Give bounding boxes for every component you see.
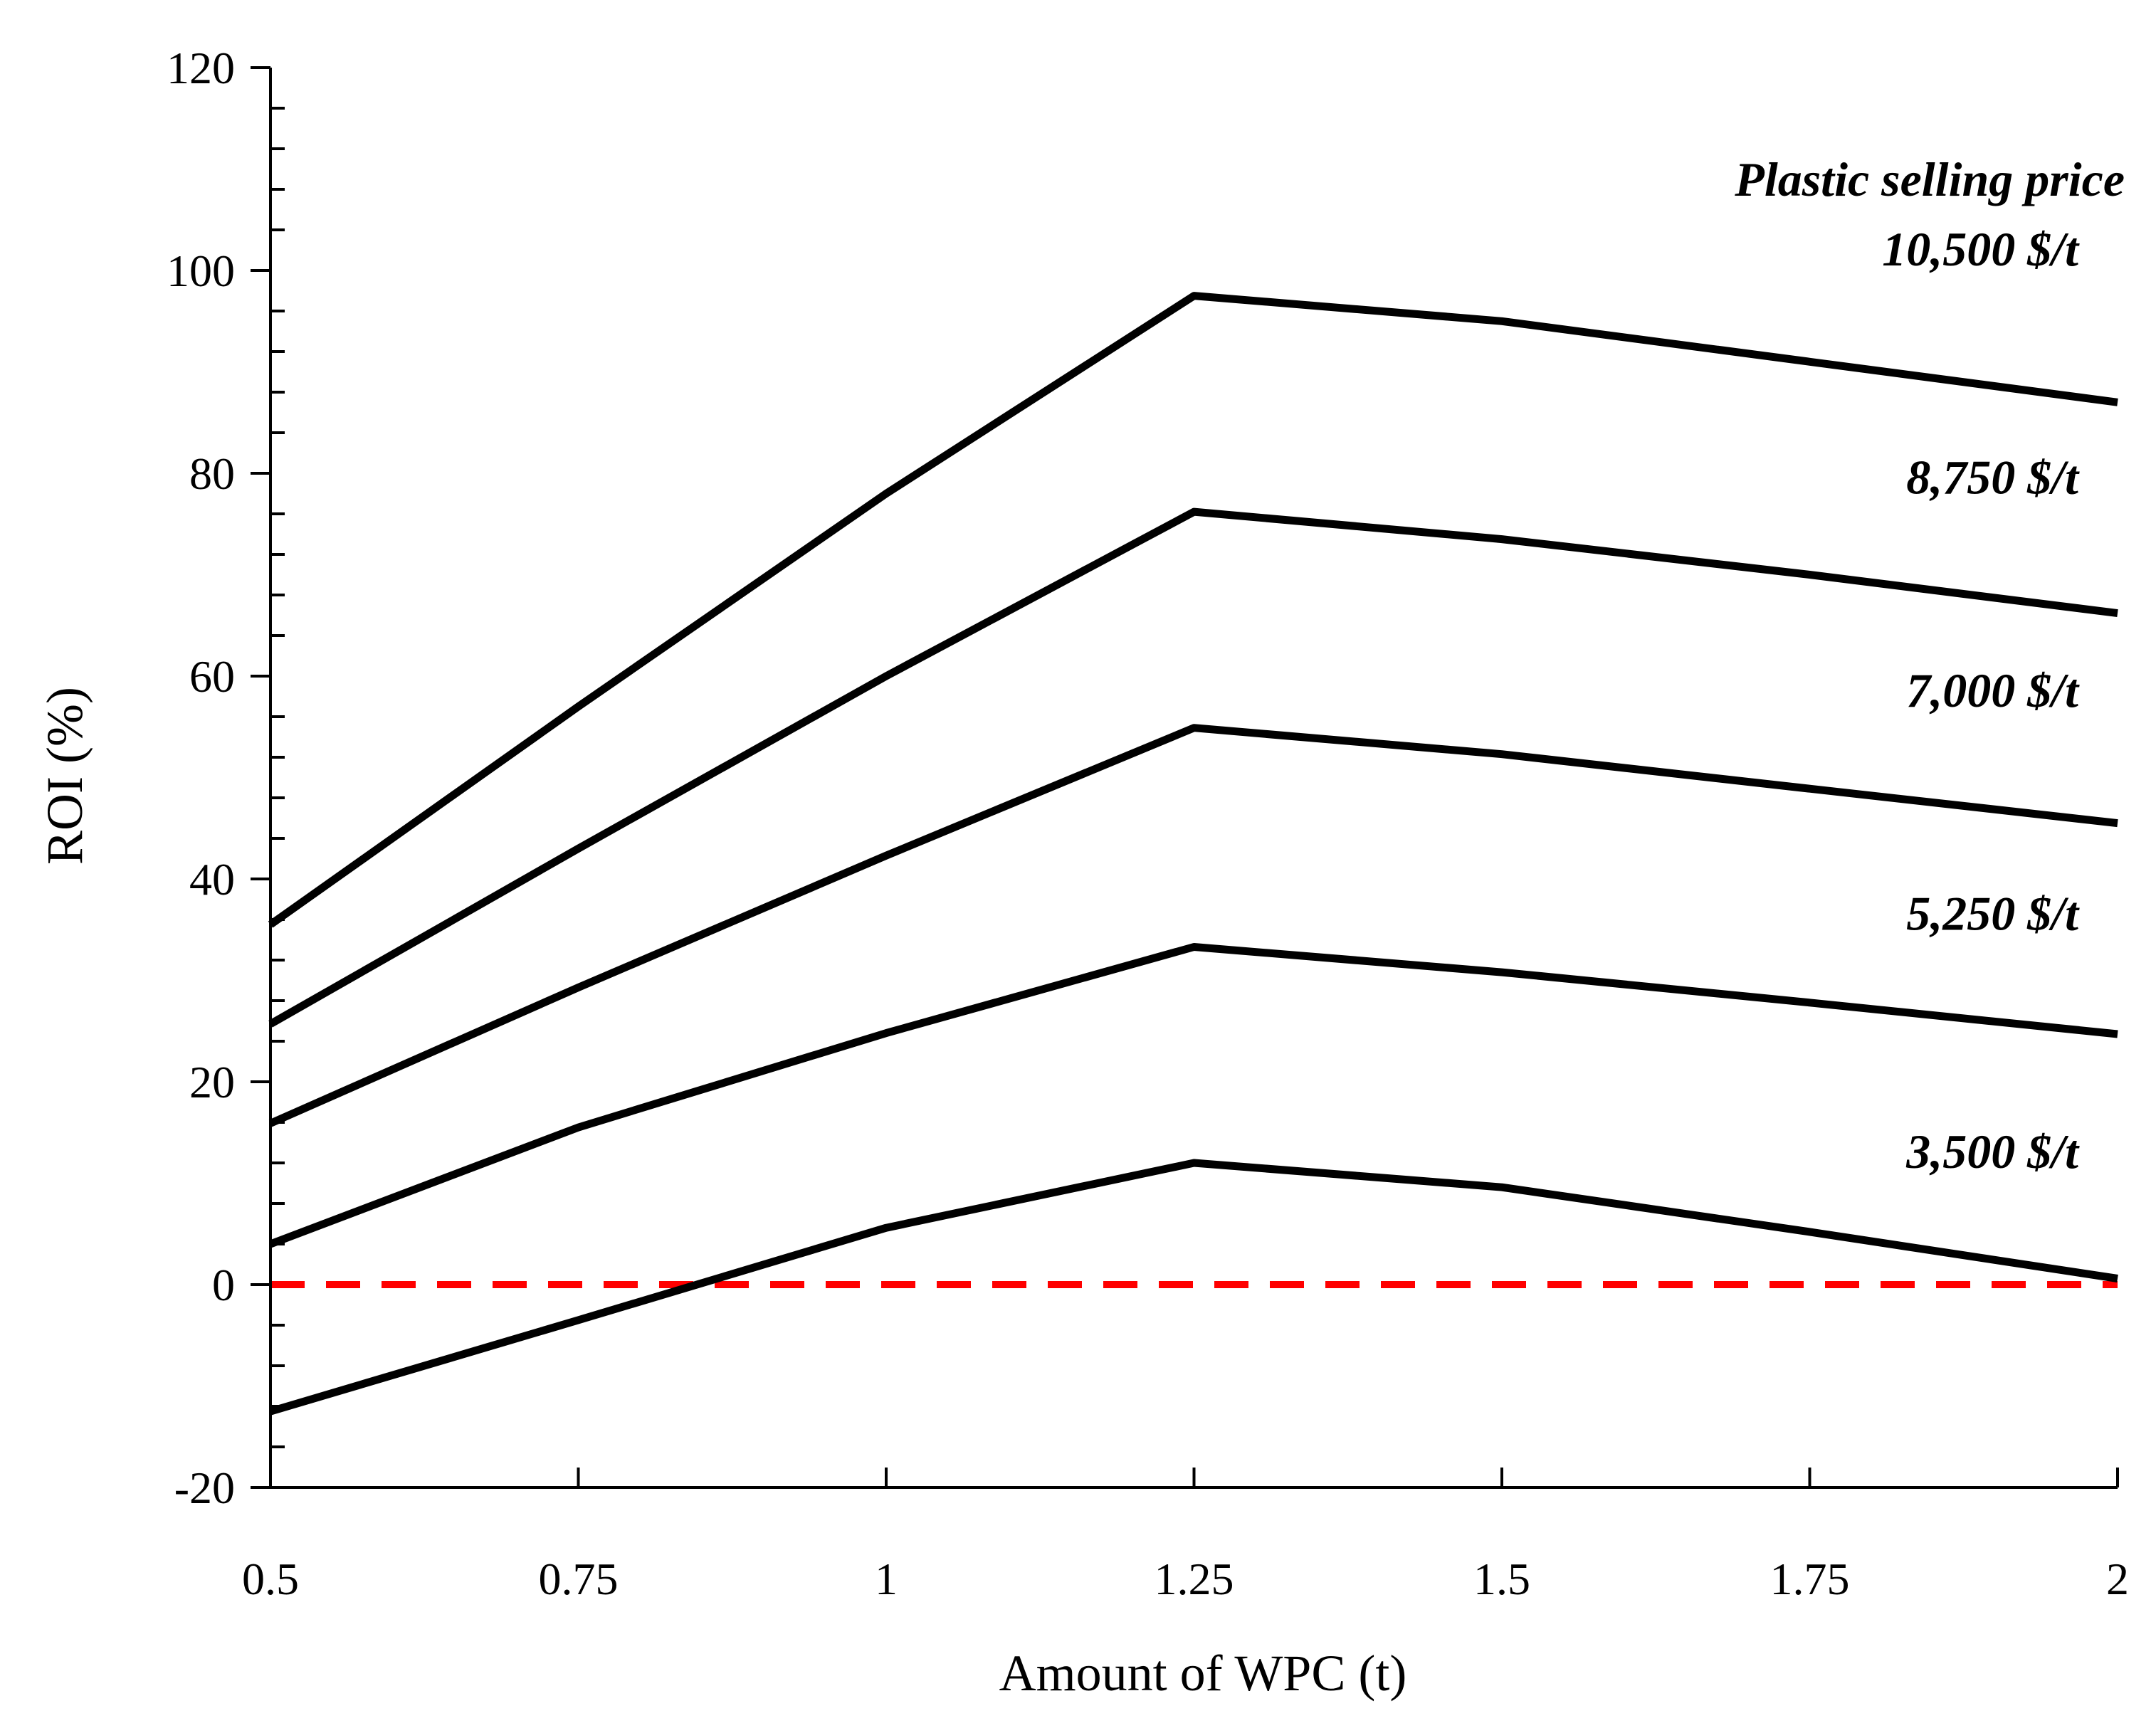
- axes: [251, 66, 2119, 1489]
- series-line-0: [268, 292, 2118, 928]
- labels-layer: Amount of WPC (t) ROI (%) Plastic sellin…: [36, 43, 2129, 1702]
- series-line-1: [268, 507, 2118, 1028]
- y-axis-title: ROI (%): [36, 687, 93, 865]
- y-tick-label: 0: [212, 1260, 235, 1310]
- y-tick-label: 20: [189, 1057, 235, 1107]
- series-label-1: 8,750 $/t: [1906, 451, 2080, 505]
- y-tick-label: 40: [189, 854, 235, 905]
- legend-title: Plastic selling price: [1734, 152, 2125, 206]
- series-layer: [268, 292, 2118, 1416]
- x-axis-title: Amount of WPC (t): [999, 1645, 1407, 1702]
- x-tick-label: 0.5: [242, 1554, 299, 1604]
- y-tick-label: 60: [189, 651, 235, 702]
- series-label-3: 5,250 $/t: [1906, 886, 2080, 940]
- x-tick-label: 0.75: [539, 1554, 619, 1604]
- series-line-2: [268, 724, 2118, 1127]
- y-tick-label: 120: [167, 43, 235, 93]
- x-tick-label: 1.25: [1155, 1554, 1234, 1604]
- x-tick-label: 1.5: [1473, 1554, 1530, 1604]
- series-line-4: [269, 1159, 2118, 1416]
- series-label-0: 10,500 $/t: [1882, 222, 2080, 276]
- series-label-2: 7,000 $/t: [1906, 663, 2080, 717]
- series-label-4: 3,500 $/t: [1905, 1124, 2080, 1179]
- series-line-3: [269, 943, 2118, 1248]
- y-tick-label: 80: [189, 448, 235, 499]
- x-tick-label: 2: [2106, 1554, 2129, 1604]
- y-tick-label: 100: [167, 246, 235, 296]
- x-tick-label: 1.75: [1770, 1554, 1850, 1604]
- y-tick-label: -20: [174, 1463, 235, 1513]
- x-tick-label: 1: [875, 1554, 898, 1604]
